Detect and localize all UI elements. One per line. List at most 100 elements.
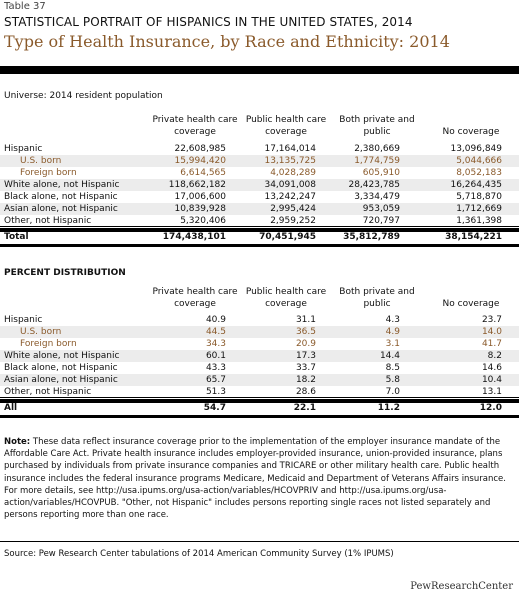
cell-value: 4,028,289 (270, 168, 316, 178)
total-value: 35,812,789 (343, 232, 400, 242)
total-label: All (4, 403, 18, 413)
cell-value: 2,959,252 (270, 216, 316, 226)
cell-value: 953,059 (362, 204, 400, 214)
table-row: Hispanic 22,608,985 17,164,014 2,380,669 13,… (0, 143, 519, 155)
cell-value: 8.5 (385, 363, 400, 373)
row-label: Asian alone, not Hispanic (4, 375, 118, 385)
cell-value: 13,096,849 (450, 144, 502, 154)
cell-value: 41.7 (481, 339, 502, 349)
row-label: Other, not Hispanic (4, 387, 92, 397)
table-row: U.S. born 15,994,420 13,135,725 1,774,759 5,… (0, 155, 519, 167)
footnote: Note: These data reflect insurance cover… (4, 436, 516, 521)
cell-value: 2,995,424 (270, 204, 316, 214)
cell-value: 10.4 (481, 375, 502, 385)
table-row: Hispanic 40.9 31.1 4.3 23.7 (0, 314, 519, 326)
header-both: Both private and public (339, 115, 415, 137)
row-label: Hispanic (4, 315, 43, 325)
table-row: White alone, not Hispanic 60.1 17.3 14.4 8.2 (0, 350, 519, 362)
total-row: Total 174,438,101 70,451,945 35,812,789 38,1… (0, 231, 519, 243)
table-number: Table 37 (4, 1, 46, 12)
total-value: 70,451,945 (259, 232, 316, 242)
cell-value: 60.1 (205, 351, 226, 361)
cell-value: 5.8 (385, 375, 400, 385)
pct-header-private: Private health care coverage (152, 287, 238, 309)
cell-value: 10,839,928 (174, 204, 226, 214)
total-value: 22.1 (293, 403, 316, 413)
cell-value: 65.7 (205, 375, 226, 385)
row-label: White alone, not Hispanic (4, 180, 120, 190)
row-label: U.S. born (20, 327, 62, 337)
cell-value: 15,994,420 (174, 156, 226, 166)
cell-value: 22,608,985 (174, 144, 226, 154)
cell-value: 5,718,870 (456, 192, 502, 202)
cell-value: 18.2 (295, 375, 316, 385)
cell-value: 1,712,669 (456, 204, 502, 214)
cell-value: 14.6 (481, 363, 502, 373)
table-row: Asian alone, not Hispanic 65.7 18.2 5.8 10.4 (0, 374, 519, 386)
cell-value: 13,135,725 (264, 156, 316, 166)
table-row: Black alone, not Hispanic 17,006,600 13,24… (0, 191, 519, 203)
table-row: U.S. born 44.5 36.5 4.9 14.0 (0, 326, 519, 338)
cell-value: 720,797 (362, 216, 400, 226)
table-row: Foreign born 34.3 20.9 3.1 41.7 (0, 338, 519, 350)
row-divider (0, 226, 519, 227)
table-title: Type of Health Insurance, by Race and Et… (4, 32, 450, 51)
cell-value: 17.3 (295, 351, 316, 361)
header-public: Public health care coverage (245, 115, 327, 137)
cell-value: 34.3 (205, 339, 226, 349)
pct-header-both: Both private and public (339, 287, 415, 309)
table-row: Black alone, not Hispanic 43.3 33.7 8.5 14.6 (0, 362, 519, 374)
cell-value: 28.6 (295, 387, 316, 397)
header-none: No coverage (442, 127, 500, 137)
cell-value: 5,320,406 (180, 216, 226, 226)
row-label: White alone, not Hispanic (4, 351, 120, 361)
header-private: Private health care coverage (152, 115, 238, 137)
cell-value: 1,774,759 (354, 156, 400, 166)
cell-value: 5,044,666 (456, 156, 502, 166)
table-row: White alone, not Hispanic 118,662,182 34,0… (0, 179, 519, 191)
top-rule (0, 66, 519, 74)
cell-value: 23.7 (481, 315, 502, 325)
total-value: 38,154,221 (445, 232, 502, 242)
cell-value: 51.3 (205, 387, 226, 397)
cell-value: 3.1 (385, 339, 400, 349)
report-kicker: STATISTICAL PORTRAIT OF HISPANICS IN THE… (4, 15, 413, 29)
cell-value: 4.9 (385, 327, 400, 337)
cell-value: 16,264,435 (450, 180, 502, 190)
total-rule (0, 228, 519, 232)
cell-value: 7.0 (385, 387, 400, 397)
row-label: Hispanic (4, 144, 43, 154)
section-bottom-rule (0, 415, 519, 418)
cell-value: 8.2 (487, 351, 502, 361)
cell-value: 118,662,182 (168, 180, 226, 190)
universe-note: Universe: 2014 resident population (4, 91, 163, 101)
percent-section-title: PERCENT DISTRIBUTION (4, 268, 126, 278)
table-row: Asian alone, not Hispanic 10,839,928 2,995… (0, 203, 519, 215)
note-text: These data reflect insurance coverage pr… (4, 437, 506, 521)
row-label: Foreign born (20, 339, 77, 349)
total-label: Total (4, 232, 29, 242)
row-label: U.S. born (20, 156, 62, 166)
cell-value: 6,614,565 (180, 168, 226, 178)
pct-header-none: No coverage (442, 299, 500, 309)
cell-value: 13,242,247 (264, 192, 316, 202)
cell-value: 17,164,014 (264, 144, 316, 154)
section-bottom-rule (0, 244, 519, 247)
total-value: 12.0 (479, 403, 502, 413)
row-label: Asian alone, not Hispanic (4, 204, 118, 214)
total-value: 174,438,101 (162, 232, 226, 242)
pew-logo: PewResearchCenter (410, 581, 513, 592)
source-rule (0, 541, 519, 542)
cell-value: 8,052,183 (456, 168, 502, 178)
cell-value: 28,423,785 (348, 180, 400, 190)
row-label: Black alone, not Hispanic (4, 363, 118, 373)
cell-value: 13.1 (481, 387, 502, 397)
row-label: Foreign born (20, 168, 77, 178)
pct-header-public: Public health care coverage (245, 287, 327, 309)
note-label: Note: (4, 437, 31, 447)
total-rule (0, 399, 519, 403)
total-value: 54.7 (203, 403, 226, 413)
cell-value: 14.4 (379, 351, 400, 361)
table-row: Other, not Hispanic 51.3 28.6 7.0 13.1 (0, 386, 519, 398)
